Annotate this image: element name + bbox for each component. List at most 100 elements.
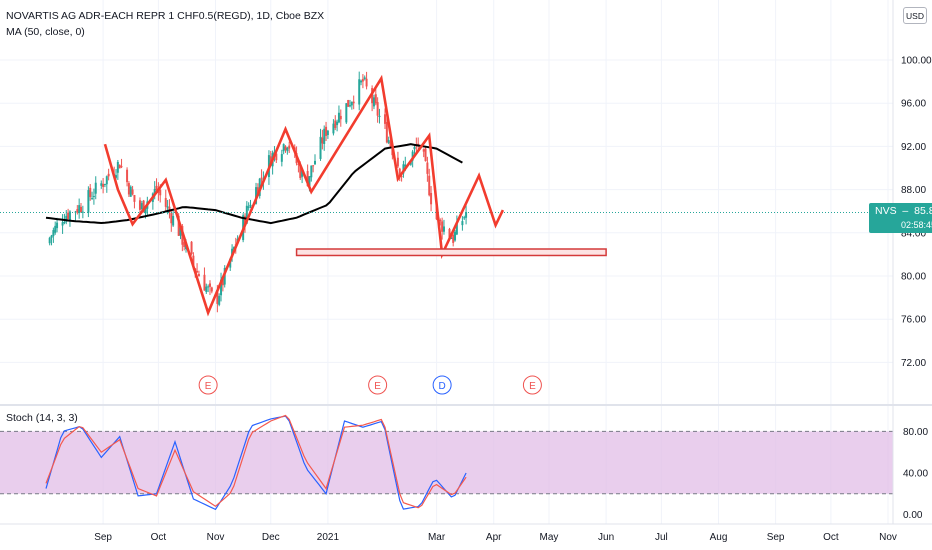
ma-legend[interactable]: MA (50, close, 0) [6,26,85,38]
stoch-tick-label: 0.00 [903,510,923,521]
candle-body [260,177,263,179]
price-tag-countdown: 02:58:45 [901,220,932,230]
candle-body [463,217,466,219]
candle-body [48,237,51,244]
candle-body [63,222,66,224]
price-tag: NVS – 85.88 02:58:45 [869,203,932,233]
candle-body [138,200,141,210]
candle-body [100,183,103,186]
stoch-level-lines [0,430,893,495]
time-tick-label: Mar [428,532,446,543]
candle-body [363,77,366,79]
candle-body [91,198,94,200]
candle-body [249,204,252,207]
candle-body [78,205,81,214]
candle-body [168,206,171,213]
event-marker[interactable] [522,375,542,395]
candle-body [398,168,401,176]
price-tick-label: 92.00 [901,142,926,153]
candle-body [127,183,130,195]
time-tick-label: 2021 [317,532,340,543]
candle-body [387,139,390,143]
candle-body [210,287,213,292]
event-marker[interactable] [198,375,218,395]
candle-body [216,290,219,304]
candle-body [179,227,182,236]
candle-body [465,212,468,218]
candle-body [339,115,342,120]
time-tick-label: May [540,532,559,543]
candle-body [424,148,427,162]
event-label: E [374,381,381,392]
candle-body [450,237,453,239]
candle-body [441,221,444,232]
candle-body [374,94,377,104]
candle-body [284,146,287,151]
candle-body [313,160,316,165]
symbol-title[interactable]: NOVARTIS AG ADR-EACH REPR 1 CHF0.5(REGD)… [6,10,325,22]
candle-body [365,78,368,87]
candle-body [102,183,105,187]
candle-body [312,165,315,167]
candle-body [332,123,335,134]
candle-body [207,286,210,288]
price-tick-label: 88.00 [901,185,926,196]
candle-body [142,200,145,213]
candle-body [461,221,464,226]
time-tick-label: Jul [655,532,668,543]
candle-body [256,187,259,194]
candle-body [61,222,64,226]
event-marker[interactable] [368,375,388,395]
candle-body [455,222,458,235]
candle-body [337,112,340,123]
candle-body [389,141,392,147]
candle-body [402,164,405,174]
candle-body [448,228,451,238]
currency-button[interactable]: USD [903,7,927,24]
candle-body [118,164,121,169]
pattern-annotation-line [103,74,505,317]
time-tick-label: Sep [94,532,112,543]
time-tick-label: Nov [207,532,225,543]
stoch-axis: 80.00 40.00 0.00 [903,427,928,521]
candle-body [56,222,59,229]
candle-body [103,183,106,185]
stoch-legend[interactable]: Stoch (14, 3, 3) [6,412,78,424]
time-tick-label: Dec [262,532,280,543]
candle-body [183,242,186,247]
candle-body [326,130,329,136]
candle-body [439,220,442,222]
event-label: E [205,381,212,392]
candle-body [205,286,208,292]
support-zone[interactable] [295,248,607,257]
candle-body [361,79,364,82]
candle-body [208,283,211,287]
time-axis: Sep Oct Nov Dec 2021 Mar Apr May Jun Jul Aug Sep Oct… [94,532,897,543]
candle-body [301,170,304,177]
price-tick-label: 72.00 [901,358,926,369]
candle-body [52,230,55,237]
time-tick-label: Apr [486,532,502,543]
candle-body [319,136,322,159]
time-tick-label: Aug [710,532,728,543]
event-marker[interactable] [432,375,452,395]
candle-body [308,176,311,188]
candle-body [376,102,379,116]
candle-body [67,212,70,220]
event-label: E [529,381,536,392]
candle-body [81,211,84,213]
candle-body [107,173,110,177]
candle-body [347,100,350,107]
candle-body [321,137,324,144]
candle-body [400,175,403,177]
candle-body [221,278,224,286]
candle-body [76,209,79,213]
time-tick-label: Oct [823,532,839,543]
candle-body [153,188,156,194]
candle-body [133,195,136,202]
candle-body [144,207,147,214]
candle-body [334,120,337,128]
candle-body [372,97,375,107]
